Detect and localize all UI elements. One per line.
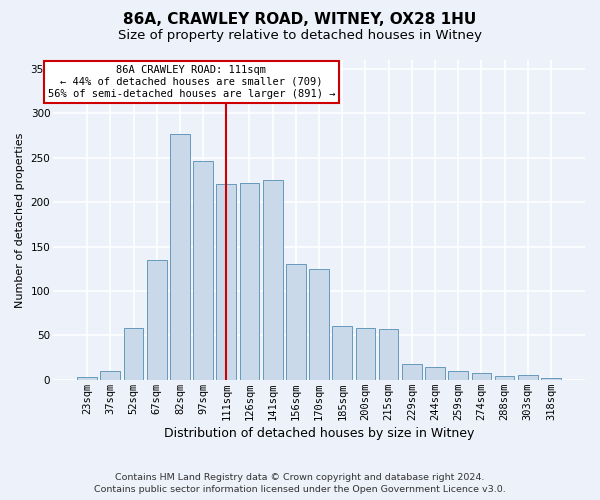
Bar: [541, 378, 561, 380]
Bar: [356, 328, 375, 380]
Bar: [379, 329, 398, 380]
Bar: [217, 184, 236, 380]
Text: Contains HM Land Registry data © Crown copyright and database right 2024.
Contai: Contains HM Land Registry data © Crown c…: [94, 472, 506, 494]
Bar: [239, 182, 259, 380]
Bar: [147, 260, 167, 380]
Text: 86A CRAWLEY ROAD: 111sqm
← 44% of detached houses are smaller (709)
56% of semi-: 86A CRAWLEY ROAD: 111sqm ← 44% of detach…: [48, 66, 335, 98]
Y-axis label: Number of detached properties: Number of detached properties: [15, 132, 25, 308]
Text: Size of property relative to detached houses in Witney: Size of property relative to detached ho…: [118, 28, 482, 42]
Bar: [193, 162, 213, 380]
Bar: [170, 134, 190, 380]
X-axis label: Distribution of detached houses by size in Witney: Distribution of detached houses by size …: [164, 427, 474, 440]
Bar: [263, 180, 283, 380]
Bar: [124, 328, 143, 380]
Bar: [495, 376, 514, 380]
Bar: [472, 372, 491, 380]
Bar: [309, 268, 329, 380]
Bar: [402, 364, 422, 380]
Bar: [518, 376, 538, 380]
Bar: [77, 377, 97, 380]
Bar: [425, 368, 445, 380]
Bar: [332, 326, 352, 380]
Bar: [286, 264, 306, 380]
Text: 86A, CRAWLEY ROAD, WITNEY, OX28 1HU: 86A, CRAWLEY ROAD, WITNEY, OX28 1HU: [124, 12, 476, 26]
Bar: [448, 371, 468, 380]
Bar: [100, 371, 120, 380]
